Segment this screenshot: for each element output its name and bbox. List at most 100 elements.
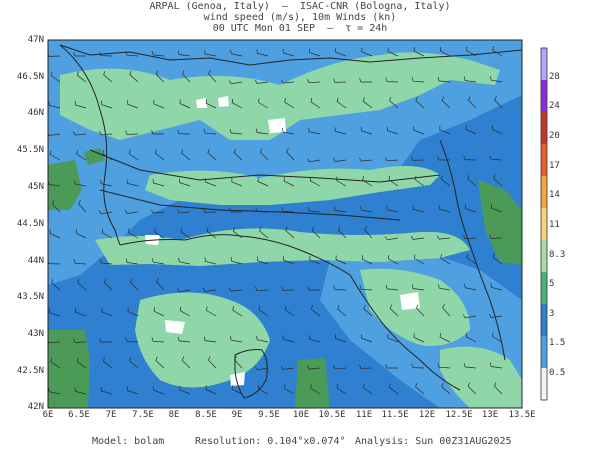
lat-label: 43N [27,329,44,339]
wind-barb [491,125,503,135]
colorbar-swatch [541,144,547,177]
lon-label: 6E [42,410,54,420]
wind-barb [464,283,477,291]
wind-barb [463,362,477,369]
wind-barb [231,385,243,395]
wind-barb [230,256,243,265]
wind-barb [125,130,139,135]
wind-barb [125,258,139,265]
wind-barb [99,258,113,265]
wind-barb [306,158,321,163]
wind-barb [359,364,373,369]
wind-barb [125,337,139,343]
wind-barb [385,77,399,83]
wind-barb [360,126,373,135]
wind-barb [179,306,191,317]
lon-label: 8E [168,410,180,420]
wind-barb [152,178,165,187]
wind-barb [76,71,87,83]
wind-barb [154,228,165,239]
wind-barb [282,48,295,57]
wind-barb [282,335,295,343]
wind-barb [414,254,425,265]
wind-barb [181,70,191,83]
wind-barb [387,47,399,57]
wind-barb [48,339,61,344]
wind-barb [50,71,61,83]
wind-barb [411,363,425,369]
wind-barb [230,49,243,57]
wind-barb [127,100,139,109]
wind-barb [310,384,321,395]
wind-barb [206,306,217,317]
lat-label: 44N [27,256,44,266]
wind-barb [489,234,503,239]
wind-barb [203,336,217,343]
wind-barb [415,383,425,395]
wind-barb [359,285,373,291]
wind-barb [78,200,87,213]
colorbar-label: 24 [549,101,560,111]
wind-barb [258,305,269,317]
wind-barb [98,210,113,215]
wind-barb [415,304,425,317]
wind-barb [388,383,399,395]
wind-barb [255,128,269,135]
wind-barb [490,76,503,83]
colorbar-label: 5 [549,279,555,289]
wind-barb [103,71,113,83]
wind-barb [337,226,347,239]
wind-barb [385,364,398,369]
wind-barb [358,157,373,162]
wind-barb [126,179,139,187]
wind-barb [232,306,243,317]
colorbar-label: 8.3 [549,250,566,260]
wind-barb [229,208,242,213]
wind-barb [256,256,269,265]
wind-barb [284,305,295,317]
wind-barb [99,51,113,57]
wind-barb [413,126,425,135]
wind-barb [156,278,165,291]
wind-barb [491,204,503,213]
colorbar-frame [540,47,548,401]
lon-label: 9E [231,410,243,420]
wind-barb [280,365,295,370]
wind-barb [73,259,87,265]
wind-barb [228,80,243,85]
wind-barb [283,256,295,265]
lon-label: 12E [418,410,436,420]
wind-barb [363,304,373,317]
land-low-wind [48,160,82,210]
wind-barb [308,127,321,135]
wind-barb [467,96,477,109]
lat-label: 46.5N [16,72,44,82]
wind-barb [206,227,217,239]
wind-barb [177,336,191,343]
wind-barb [254,366,269,371]
wind-barb [151,130,164,135]
wind-barb [204,50,217,57]
wind-barb [231,177,243,187]
colorbar-swatch [541,112,547,145]
lon-label: 9.5E [258,410,280,420]
wind-barb [309,176,321,187]
wind-barb [207,356,217,369]
wind-barb [310,97,321,109]
lon-label: 10.5E [318,410,346,420]
wind-barb [204,257,217,265]
wind-barb [129,70,139,83]
wind-barb [74,387,87,395]
wind-barb [385,284,399,291]
wind-barb [178,178,191,187]
wind-barb [437,76,451,83]
wind-barb [101,228,113,239]
wind-barb [51,200,61,213]
wind-barb [310,305,321,317]
wind-barb [414,175,425,187]
wind-barb [494,96,503,109]
calm-spot [230,372,245,386]
lat-label: 47N [27,35,44,45]
wind-barb [99,338,112,343]
